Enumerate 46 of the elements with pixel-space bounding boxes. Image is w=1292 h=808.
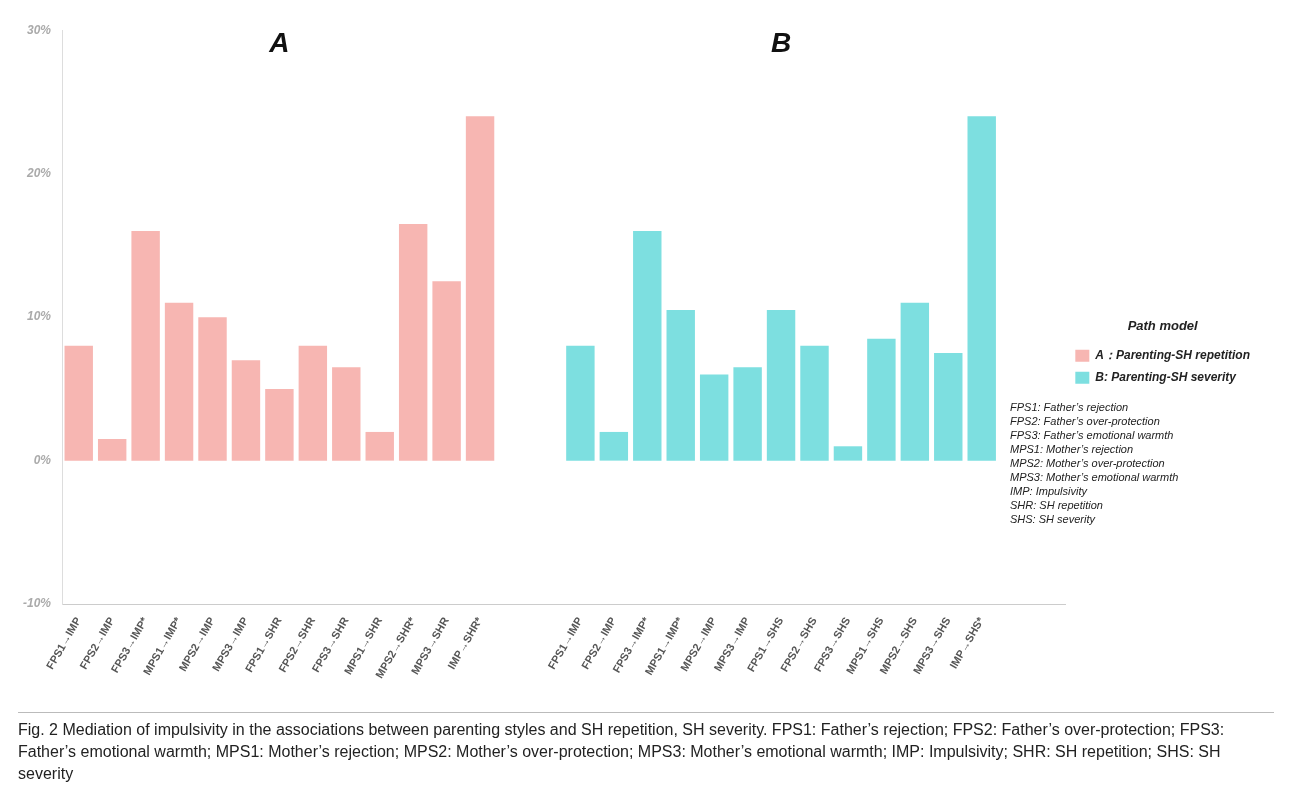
annotation: MPS3: Mother’s emotional warmth bbox=[1010, 470, 1179, 484]
bar bbox=[666, 309, 695, 461]
annotation: FPS1: Father’s rejection bbox=[1010, 400, 1130, 414]
annotation: A bbox=[268, 26, 290, 58]
annotation: SHS: SH severity bbox=[1010, 512, 1097, 526]
annotation: FPS2: Father’s over-protection bbox=[1010, 414, 1161, 428]
annotation: MPS2: Mother’s over-protection bbox=[1010, 456, 1166, 470]
legend-title: Path model bbox=[1127, 318, 1199, 334]
bar bbox=[64, 345, 93, 461]
bar bbox=[633, 231, 662, 461]
bar bbox=[231, 360, 261, 461]
bar bbox=[566, 345, 595, 461]
bar bbox=[97, 439, 127, 461]
bar bbox=[432, 281, 461, 461]
bar bbox=[265, 388, 294, 461]
bar bbox=[800, 345, 829, 461]
bar bbox=[164, 302, 194, 461]
bar bbox=[733, 367, 762, 461]
bar bbox=[365, 431, 394, 461]
bar bbox=[298, 345, 328, 461]
bar bbox=[599, 431, 629, 461]
bar bbox=[900, 302, 930, 461]
caption: Fig. 2 Mediation of impulsivity in the associations between parenting styles and SH repetition, SH severity. FPS1: Father’s rejection; FPS2: Father’s over-protection; FPS3: Father’s emotional warmth; MPS1: Mother’s rejection; MPS2: Mother’s over-protection; MPS3: Mother’s emotional warmth; IMP: Impulsivity; SHR: SH repetition; SHS: SH severity bbox=[18, 712, 1274, 785]
y-tick-label: 10% bbox=[26, 309, 52, 324]
y-tick-label: 0% bbox=[33, 452, 52, 467]
bar bbox=[198, 317, 227, 461]
bar bbox=[967, 116, 996, 461]
y-tick-label: -10% bbox=[23, 596, 52, 611]
annotation: IMP: Impulsivity bbox=[1010, 484, 1089, 498]
bar bbox=[766, 309, 796, 461]
legend-label: A：Parenting-SH repetition bbox=[1094, 348, 1251, 363]
annotation: FPS3: Father’s emotional warmth bbox=[1010, 428, 1175, 442]
bar bbox=[867, 338, 896, 461]
bar bbox=[398, 223, 428, 461]
annotation: SHR: SH repetition bbox=[1010, 498, 1104, 512]
y-tick-label: 30% bbox=[26, 22, 52, 37]
annotation: MPS1: Mother’s rejection bbox=[1010, 442, 1135, 456]
bar bbox=[833, 446, 863, 461]
annotation: B bbox=[770, 26, 792, 58]
y-tick-label: 20% bbox=[25, 165, 52, 180]
bar bbox=[131, 231, 160, 461]
bar bbox=[699, 374, 729, 461]
bar bbox=[332, 367, 361, 461]
legend-label: B: Parenting-SH severity bbox=[1095, 370, 1238, 385]
bar bbox=[934, 353, 963, 461]
bar bbox=[465, 116, 495, 461]
